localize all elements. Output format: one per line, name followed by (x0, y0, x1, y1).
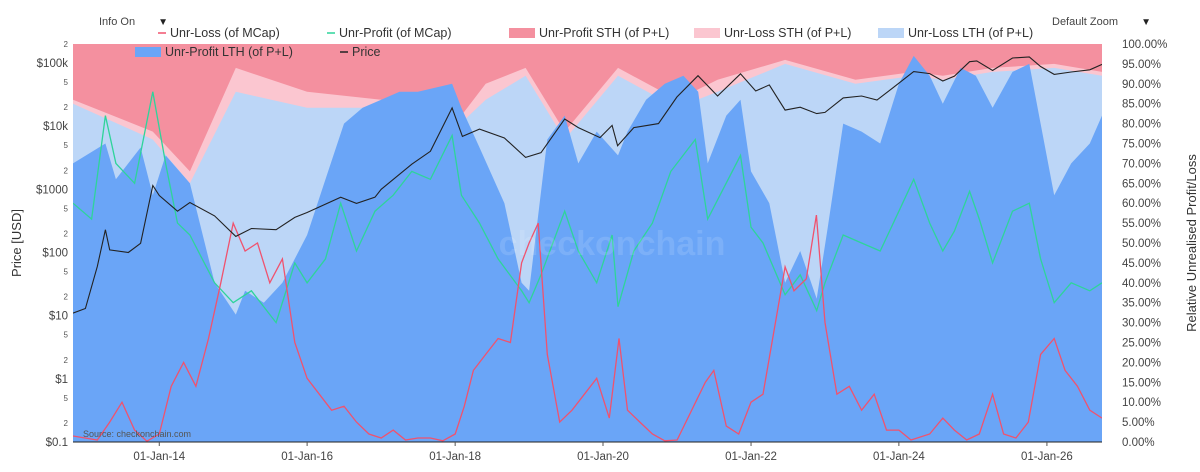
y-right-tick-label: 0.00% (1122, 437, 1155, 449)
y-right-tick-label: 65.00% (1122, 178, 1161, 190)
y-right-tick-label: 10.00% (1122, 397, 1161, 409)
legend-item: Unr-Profit LTH (of P+L) (135, 45, 293, 59)
y-left-minor-tick-label: 2 (64, 166, 69, 175)
y-right-tick-label: 70.00% (1122, 158, 1161, 170)
x-tick-label: 01-Jan-18 (429, 451, 481, 463)
legend-item: Unr-Profit (of MCap) (327, 26, 452, 40)
y-left-minor-tick-label: 2 (64, 356, 69, 365)
y-axis-left-title: Price [USD] (9, 209, 24, 277)
legend-item: Unr-Loss STH (of P+L) (694, 26, 851, 40)
legend-label: Unr-Loss LTH (of P+L) (908, 26, 1033, 40)
chevron-down-icon: ▼ (158, 17, 169, 28)
legend: Unr-Loss (of MCap) Unr-Profit (of MCap) Un… (135, 26, 1033, 59)
legend-label: Unr-Loss (of MCap) (170, 26, 280, 40)
watermark: checkonchain (499, 225, 726, 263)
y-left-minor-tick-label: 5 (64, 394, 69, 403)
y-right-tick-label: 30.00% (1122, 318, 1161, 330)
unr-loss-mcap-line (73, 214, 1102, 442)
source-label: Source: checkonchain.com (83, 429, 191, 439)
legend-item: Unr-Profit STH (of P+L) (509, 26, 669, 40)
y-left-tick-label: $100k (37, 58, 69, 70)
y-right-tick-label: 60.00% (1122, 198, 1161, 210)
y-left-minor-tick-label: 2 (64, 419, 69, 428)
y-right-tick-label: 100.00% (1122, 39, 1167, 51)
x-tick-label: 01-Jan-16 (281, 451, 333, 463)
x-tick-label: 01-Jan-26 (1021, 451, 1073, 463)
y-left-tick-label: $0.1 (46, 437, 68, 449)
info-toggle[interactable]: Info On ▼ (99, 16, 168, 28)
y-right-tick-label: 55.00% (1122, 218, 1161, 230)
y-right-tick-label: 5.00% (1122, 417, 1155, 429)
y-left-minor-tick-label: 2 (64, 229, 69, 238)
y-right-tick-label: 20.00% (1122, 357, 1161, 369)
legend-swatch-area (694, 28, 720, 38)
legend-swatch-area (878, 28, 904, 38)
y-left-minor-tick-label: 2 (64, 293, 69, 302)
y-left-minor-tick-label: 5 (64, 141, 69, 150)
y-right-tick-label: 40.00% (1122, 278, 1161, 290)
y-right-tick-label: 25.00% (1122, 338, 1161, 350)
axis-ticks: 01-Jan-14 01-Jan-16 01-Jan-18 01-Jan-20 01-J… (36, 39, 1167, 463)
legend-label: Unr-Profit STH (of P+L) (539, 26, 669, 40)
legend-label: Unr-Profit LTH (of P+L) (165, 45, 293, 59)
y-right-tick-label: 95.00% (1122, 59, 1161, 71)
y-axis-right-title: Relative Unrealised Profit/Loss (1184, 154, 1199, 332)
y-left-minor-tick-label: 2 (64, 40, 69, 49)
y-right-tick-label: 90.00% (1122, 79, 1161, 91)
y-right-tick-label: 50.00% (1122, 238, 1161, 250)
y-right-tick-label: 85.00% (1122, 99, 1161, 111)
plot-area (73, 44, 1102, 442)
y-left-tick-label: $1 (55, 374, 68, 386)
lth-profit-area (73, 55, 1102, 442)
y-left-minor-tick-label: 5 (64, 204, 69, 213)
y-right-tick-label: 45.00% (1122, 258, 1161, 270)
y-left-tick-label: $100 (42, 248, 68, 260)
price-line (73, 56, 1102, 314)
y-left-tick-label: $10 (49, 311, 68, 323)
y-left-minor-tick-label: 5 (64, 78, 69, 87)
y-left-minor-tick-label: 5 (64, 331, 69, 340)
legend-item: Unr-Loss (of MCap) (158, 26, 280, 40)
y-right-tick-label: 15.00% (1122, 377, 1161, 389)
legend-label: Unr-Profit (of MCap) (339, 26, 452, 40)
legend-swatch-area (135, 47, 161, 57)
x-tick-label: 01-Jan-20 (577, 451, 629, 463)
y-left-tick-label: $1000 (36, 184, 68, 196)
y-right-tick-label: 35.00% (1122, 298, 1161, 310)
chevron-down-icon: ▼ (1141, 17, 1151, 28)
y-left-minor-tick-label: 2 (64, 103, 69, 112)
y-right-tick-label: 80.00% (1122, 119, 1161, 131)
unr-profit-mcap-line (73, 91, 1102, 324)
zoom-selector-label: Default Zoom (1052, 16, 1119, 28)
y-right-tick-label: 75.00% (1122, 139, 1161, 151)
x-tick-label: 01-Jan-24 (873, 451, 925, 463)
info-toggle-label: Info On (99, 16, 136, 28)
x-tick-label: 01-Jan-22 (725, 451, 777, 463)
legend-item: Price (340, 45, 381, 59)
legend-label: Unr-Loss STH (of P+L) (724, 26, 851, 40)
y-left-minor-tick-label: 5 (64, 268, 69, 277)
x-tick-label: 01-Jan-14 (133, 451, 185, 463)
legend-item: Unr-Loss LTH (of P+L) (878, 26, 1033, 40)
legend-swatch-area (509, 28, 535, 38)
zoom-selector[interactable]: Default Zoom ▼ (1052, 16, 1151, 28)
legend-label: Price (352, 45, 381, 59)
y-left-tick-label: $10k (43, 121, 68, 133)
